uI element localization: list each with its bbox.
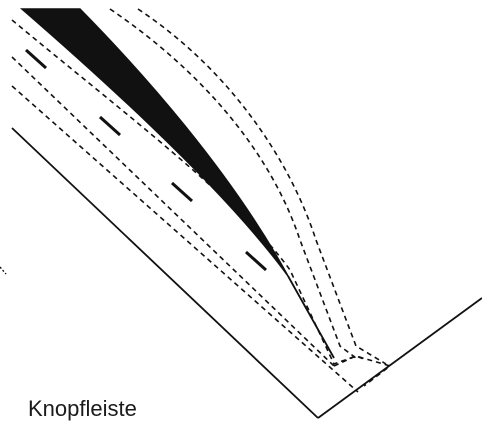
grainline-dash-3 <box>170 181 194 203</box>
long-dash-grainline <box>24 48 268 272</box>
hem-line-left <box>11 127 319 419</box>
dashed-guide-inner-2 <box>11 19 367 366</box>
grainline-dash-2 <box>98 115 122 137</box>
grainline-dash-1 <box>24 48 48 70</box>
dashed-closing-segment <box>333 355 392 387</box>
dashed-bottom-segment <box>11 85 359 393</box>
dashed-guide-outer-1 <box>109 8 357 359</box>
edge-mark <box>0 266 7 275</box>
dashed-guide-outer-2 <box>137 8 387 365</box>
dashed-guide-inner-1 <box>11 56 335 367</box>
grainline-dash-4 <box>244 250 268 272</box>
hem-line-right <box>317 297 482 419</box>
knopfleiste-label: Knopfleiste <box>28 396 137 421</box>
filled-dart-shape <box>19 8 289 277</box>
tip-line <box>287 275 335 359</box>
